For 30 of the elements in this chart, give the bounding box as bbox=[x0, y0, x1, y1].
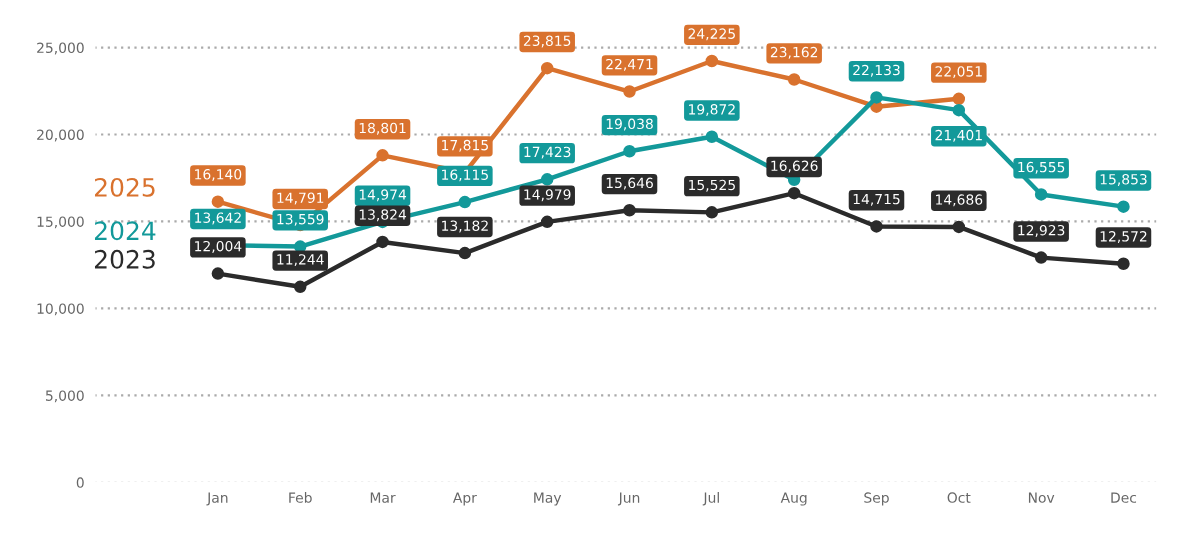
point bbox=[1034, 251, 1048, 264]
point bbox=[952, 220, 966, 234]
point bbox=[540, 215, 554, 229]
point bbox=[623, 144, 636, 158]
point bbox=[1117, 257, 1130, 270]
point bbox=[705, 130, 719, 143]
point bbox=[540, 173, 554, 186]
point bbox=[952, 103, 966, 117]
point bbox=[705, 54, 719, 68]
point bbox=[870, 91, 883, 104]
point bbox=[293, 280, 307, 294]
point bbox=[1034, 188, 1048, 201]
point bbox=[705, 206, 719, 219]
point bbox=[540, 61, 554, 75]
point bbox=[952, 92, 966, 106]
point bbox=[458, 195, 472, 209]
legend-label: 2024 bbox=[94, 221, 156, 241]
point bbox=[211, 195, 225, 208]
point bbox=[787, 73, 801, 86]
point bbox=[623, 85, 636, 98]
point bbox=[1117, 200, 1130, 213]
point bbox=[211, 267, 225, 280]
point bbox=[458, 246, 472, 260]
point bbox=[623, 203, 636, 217]
point bbox=[870, 220, 883, 233]
legend-label: 2023 bbox=[94, 249, 155, 269]
point bbox=[376, 235, 389, 249]
point bbox=[787, 186, 801, 200]
legend-label: 2025 bbox=[94, 177, 155, 197]
point bbox=[376, 149, 389, 162]
